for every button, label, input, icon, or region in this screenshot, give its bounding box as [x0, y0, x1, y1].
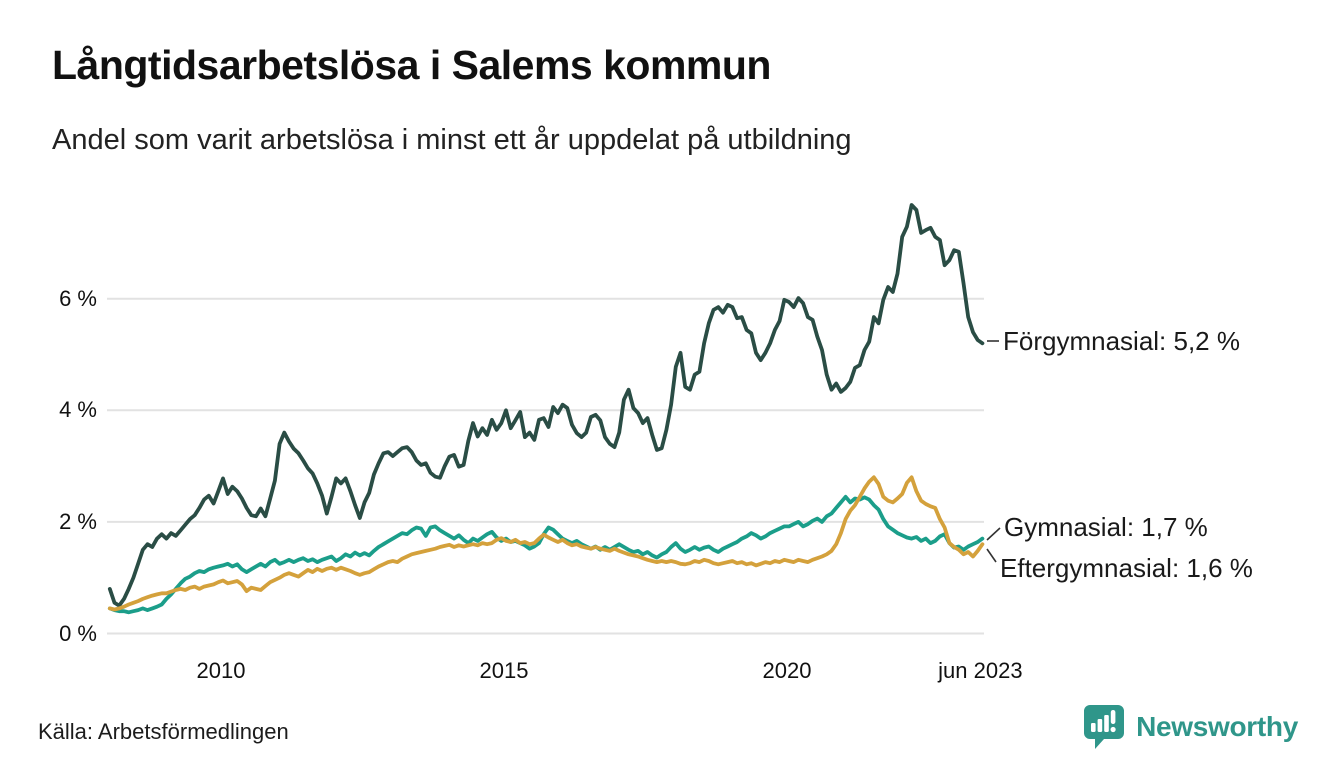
newsworthy-bubble-chart-icon [1084, 705, 1125, 749]
y-tick-label: 0 % [59, 620, 97, 646]
series-end-label-forgymnasial: Förgymnasial: 5,2 % [1003, 326, 1240, 356]
series-line-gymnasial [107, 494, 985, 615]
annotation-connector-1 [986, 527, 1001, 541]
x-tick-label: 2020 [762, 658, 812, 683]
series-end-label-eftergymnasial: Eftergymnasial: 1,6 % [1000, 553, 1253, 583]
x-tick-label: 2010 [196, 658, 246, 683]
page-title: Långtidsarbetslösa i Salems kommun [52, 42, 771, 88]
y-tick-label: 2 % [59, 508, 97, 534]
newsworthy-wordmark: Newsworthy [1136, 710, 1298, 742]
x-tick-label: jun 2023 [938, 658, 1023, 683]
x-tick-label: 2015 [479, 658, 529, 683]
newsworthy-logo: Newsworthy [1082, 703, 1298, 750]
y-tick-label: 6 % [59, 285, 97, 311]
source-credit: Källa: Arbetsförmedlingen [38, 719, 289, 744]
annotation-connector-2 [986, 548, 997, 563]
series-end-label-gymnasial: Gymnasial: 1,7 % [1004, 512, 1208, 542]
series-line-eftergymnasial [107, 475, 985, 612]
chart-subtitle: Andel som varit arbetslösa i minst ett å… [52, 124, 852, 156]
series-line-forgymnasial [107, 203, 985, 608]
y-tick-label: 4 % [59, 397, 97, 423]
